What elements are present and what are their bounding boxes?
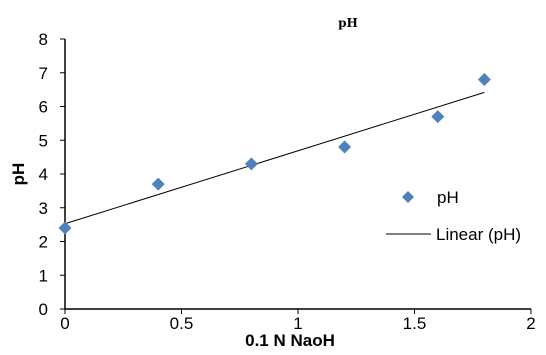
data-point-diamond xyxy=(151,177,165,191)
y-tick-label: 5 xyxy=(39,131,48,150)
legend-label-linear: Linear (pH) xyxy=(436,225,521,244)
legend-label-ph: pH xyxy=(437,188,459,207)
x-tick-label: 0 xyxy=(60,314,69,333)
x-tick-label: 1 xyxy=(293,314,302,333)
data-point-diamond xyxy=(431,110,445,124)
y-tick-label: 8 xyxy=(39,30,48,49)
data-point-diamond xyxy=(477,73,491,86)
linear-trendline xyxy=(64,91,485,225)
y-tick-label: 0 xyxy=(39,300,48,319)
x-tick-label: 0.5 xyxy=(170,314,194,333)
x-tick-label: 2 xyxy=(526,314,535,333)
y-tick-label: 4 xyxy=(39,165,48,184)
y-tick-label: 7 xyxy=(39,64,48,83)
data-point-diamond xyxy=(244,157,258,171)
chart-title: pH xyxy=(338,16,358,30)
data-point-diamond xyxy=(58,221,72,235)
x-tick-label: 1.5 xyxy=(403,314,427,333)
y-tick-label: 1 xyxy=(39,266,48,285)
y-tick-label: 6 xyxy=(39,98,48,117)
y-tick-label: 2 xyxy=(39,233,48,252)
x-axis-label: 0.1 N NaoH xyxy=(245,331,335,350)
data-point-diamond xyxy=(338,140,352,154)
y-tick-label: 3 xyxy=(39,199,48,218)
legend-marker-ph xyxy=(402,191,414,203)
y-axis-label: pH xyxy=(9,163,28,186)
